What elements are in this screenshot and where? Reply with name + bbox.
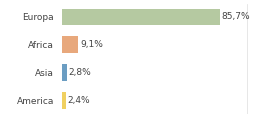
- Bar: [62, 36, 78, 53]
- Text: 85,7%: 85,7%: [222, 12, 250, 21]
- Text: 2,4%: 2,4%: [67, 96, 90, 105]
- Text: 9,1%: 9,1%: [80, 40, 103, 49]
- Bar: [62, 92, 66, 109]
- Bar: [62, 9, 220, 25]
- Bar: [62, 64, 67, 81]
- Text: 2,8%: 2,8%: [68, 68, 91, 77]
